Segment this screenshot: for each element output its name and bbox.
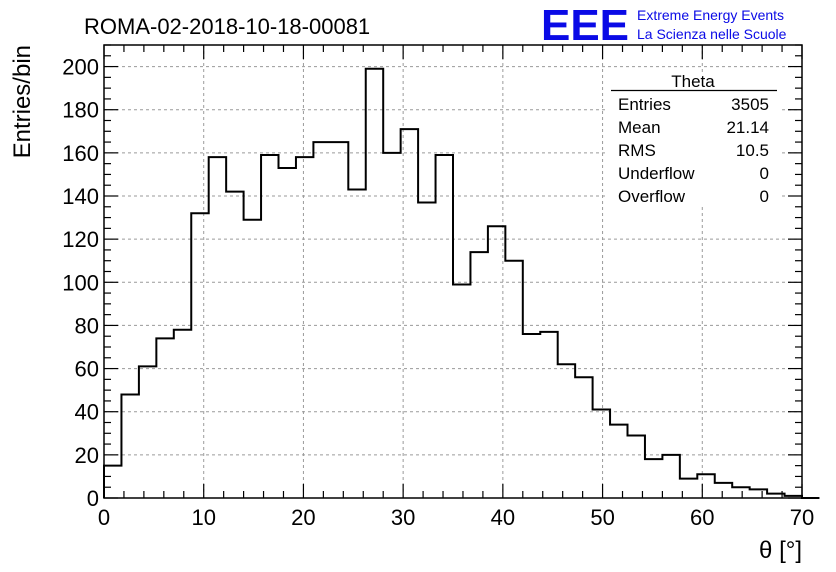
stats-label-rms: RMS bbox=[618, 141, 656, 160]
y-tick-label: 40 bbox=[75, 400, 99, 425]
x-tick-label: 70 bbox=[790, 505, 814, 530]
x-tick-label: 10 bbox=[191, 505, 215, 530]
x-tick-label: 60 bbox=[690, 505, 714, 530]
chart-title: ROMA-02-2018-10-18-00081 bbox=[84, 14, 370, 39]
stats-box: Theta Entries 3505 Mean 21.14 RMS 10.5 U… bbox=[607, 72, 779, 206]
stats-value-overflow: 0 bbox=[760, 187, 769, 206]
x-tick-label: 20 bbox=[291, 505, 315, 530]
stats-value-entries: 3505 bbox=[731, 95, 769, 114]
y-tick-label: 100 bbox=[62, 270, 99, 295]
x-axis-label: θ [°] bbox=[759, 537, 802, 564]
y-tick-label: 140 bbox=[62, 184, 99, 209]
x-tick-label: 30 bbox=[391, 505, 415, 530]
y-tick-label: 180 bbox=[62, 98, 99, 123]
eee-logo: EEE bbox=[541, 1, 629, 50]
y-tick-label: 20 bbox=[75, 443, 99, 468]
logo-line-1: Extreme Energy Events bbox=[637, 7, 784, 23]
axis-ticks bbox=[103, 44, 803, 499]
y-tick-label: 200 bbox=[62, 55, 99, 80]
y-tick-label: 160 bbox=[62, 141, 99, 166]
histogram-outline bbox=[103, 67, 820, 499]
logo-line-2: La Scienza nelle Scuole bbox=[637, 26, 787, 42]
stats-label-underflow: Underflow bbox=[618, 164, 695, 183]
stats-box-background bbox=[607, 73, 779, 205]
y-tick-label: 120 bbox=[62, 227, 99, 252]
x-tick-label: 0 bbox=[98, 505, 110, 530]
histogram-bars bbox=[103, 67, 820, 499]
stats-label-overflow: Overflow bbox=[618, 187, 686, 206]
stats-label-entries: Entries bbox=[618, 95, 671, 114]
stats-box-title: Theta bbox=[671, 72, 715, 91]
stats-value-rms: 10.5 bbox=[736, 141, 769, 160]
stats-value-underflow: 0 bbox=[760, 164, 769, 183]
y-axis-label: Entries/bin bbox=[9, 45, 36, 158]
y-tick-label: 60 bbox=[75, 357, 99, 382]
stats-value-mean: 21.14 bbox=[726, 118, 769, 137]
x-tick-label: 50 bbox=[590, 505, 614, 530]
tick-labels: 0 10 20 30 40 50 60 70 0 20 40 60 80 100 120 140 160 180 2… bbox=[62, 55, 814, 530]
x-tick-label: 40 bbox=[491, 505, 515, 530]
y-tick-label: 80 bbox=[75, 313, 99, 338]
y-tick-label: 0 bbox=[87, 486, 99, 511]
stats-label-mean: Mean bbox=[618, 118, 661, 137]
